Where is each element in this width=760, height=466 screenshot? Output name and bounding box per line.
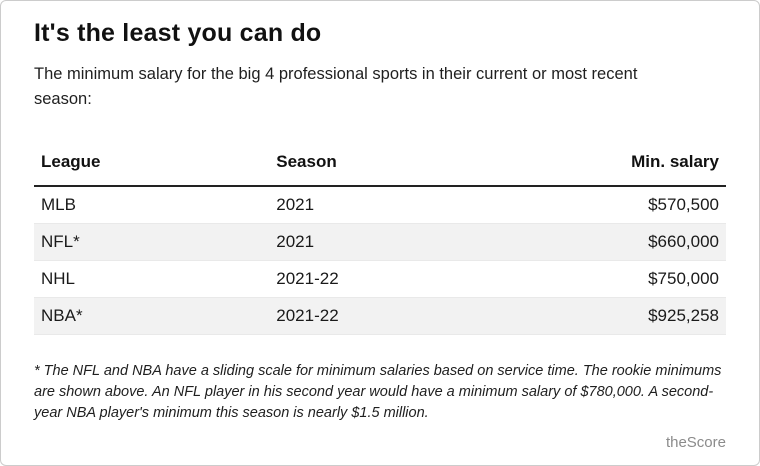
table-row: NHL 2021-22 $750,000 xyxy=(34,260,726,298)
cell-salary: $750,000 xyxy=(518,260,726,298)
cell-league: NHL xyxy=(34,260,270,298)
page-title: It's the least you can do xyxy=(34,19,322,47)
cell-salary: $660,000 xyxy=(518,223,726,261)
cell-season: 2021 xyxy=(269,223,519,261)
cell-season: 2021-22 xyxy=(269,297,519,335)
source-attribution: theScore xyxy=(665,434,726,451)
column-header-league: League xyxy=(34,141,270,187)
cell-salary: $570,500 xyxy=(518,185,726,224)
cell-season: 2021 xyxy=(269,185,519,224)
table-header-row: League Season Min. salary xyxy=(34,141,726,187)
table-row: NBA* 2021-22 $925,258 xyxy=(34,297,726,335)
cell-league: NBA* xyxy=(34,297,270,335)
cell-league: NFL* xyxy=(34,223,270,261)
subtitle: The minimum salary for the big 4 profess… xyxy=(34,65,638,108)
column-header-min-salary: Min. salary xyxy=(518,141,726,187)
salary-table: League Season Min. salary MLB 2021 $570,… xyxy=(34,141,726,335)
table-row: MLB 2021 $570,500 xyxy=(34,185,726,224)
cell-league: MLB xyxy=(34,185,270,224)
table-row: NFL* 2021 $660,000 xyxy=(34,223,726,261)
cell-season: 2021-22 xyxy=(269,260,519,298)
footnote: * The NFL and NBA have a sliding scale f… xyxy=(34,362,722,421)
column-header-season: Season xyxy=(269,141,519,187)
cell-salary: $925,258 xyxy=(518,297,726,335)
